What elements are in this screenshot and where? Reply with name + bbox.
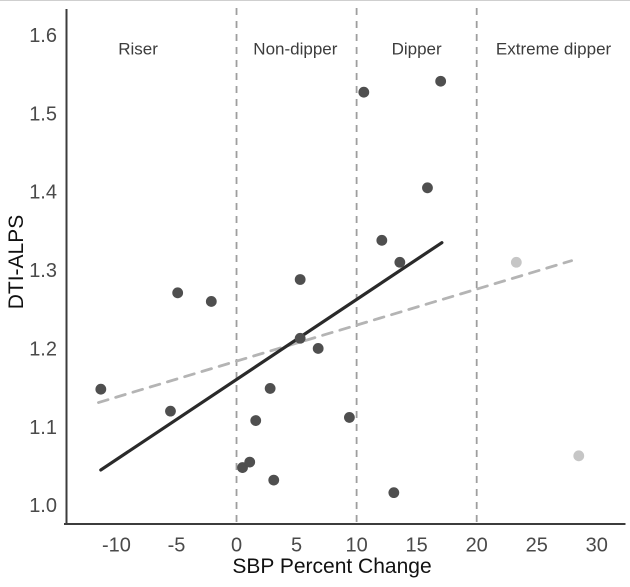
y-tick-label: 1.2: [29, 338, 57, 360]
data-point-layer: [95, 75, 585, 499]
dti-alps-point: [244, 456, 256, 468]
x-axis-title: SBP Percent Change: [232, 555, 431, 578]
dti-alps-point: [165, 405, 176, 417]
x-tick-label: 25: [526, 535, 548, 557]
x-tick-label: 0: [231, 535, 242, 557]
dti-alps-point: [294, 332, 306, 344]
extreme-dipper-point: [510, 256, 522, 268]
dti-alps-point: [394, 256, 406, 268]
dti-alps-point: [264, 383, 276, 394]
y-axis-title: DTI-ALPS: [5, 215, 28, 310]
y-tick-label: 1.4: [29, 182, 57, 204]
x-tick-label: -10: [102, 535, 131, 557]
y-tick-label: 1.3: [29, 260, 57, 282]
solid-fit-line: [99, 241, 444, 472]
dti-alps-point: [312, 343, 324, 354]
dti-alps-point: [388, 487, 400, 499]
y-tick-label: 1.1: [29, 417, 57, 439]
dti-alps-point: [205, 296, 217, 307]
dti-alps-point: [95, 383, 107, 395]
region-label: Extreme dipper: [496, 39, 612, 58]
dti-alps-point: [250, 415, 262, 426]
region-label: Riser: [118, 39, 158, 58]
axis-line-layer: [64, 9, 626, 525]
x-tick-label: 10: [345, 535, 367, 557]
tick-label-layer: 1.0 1.1 1.2 1.3 1.4 1.5 1.6 -10 -5 0 5 10 15 20 25 30: [29, 25, 608, 557]
x-tick-label: -5: [168, 535, 186, 557]
region-label: Dipper: [392, 39, 442, 58]
region-label: Non-dipper: [253, 39, 337, 58]
y-tick-label: 1.5: [29, 103, 57, 125]
region-label-layer: Riser Non-dipper Dipper Extreme dipper: [118, 39, 611, 58]
extreme-dipper-point: [573, 450, 585, 462]
dti-alps-point: [435, 75, 447, 87]
dti-alps-point: [268, 474, 280, 486]
x-tick-label: 20: [466, 535, 488, 557]
x-tick-label: 30: [586, 535, 608, 557]
dti-alps-point: [376, 234, 388, 246]
dti-alps-point: [294, 274, 306, 285]
region-divider-layer: [235, 8, 478, 523]
y-tick-label: 1.0: [29, 495, 57, 517]
dti-alps-point: [422, 182, 433, 194]
dti-alps-point: [344, 412, 355, 423]
dashed-fit-line: [97, 259, 573, 404]
x-tick-label: 5: [291, 535, 302, 557]
y-tick-label: 1.6: [29, 25, 57, 47]
dti-alps-point: [172, 287, 184, 299]
trend-line-layer: [97, 241, 573, 472]
figure-top-border: [0, 0, 630, 1]
x-tick-label: 15: [406, 535, 428, 557]
dti-alps-point: [358, 86, 370, 98]
